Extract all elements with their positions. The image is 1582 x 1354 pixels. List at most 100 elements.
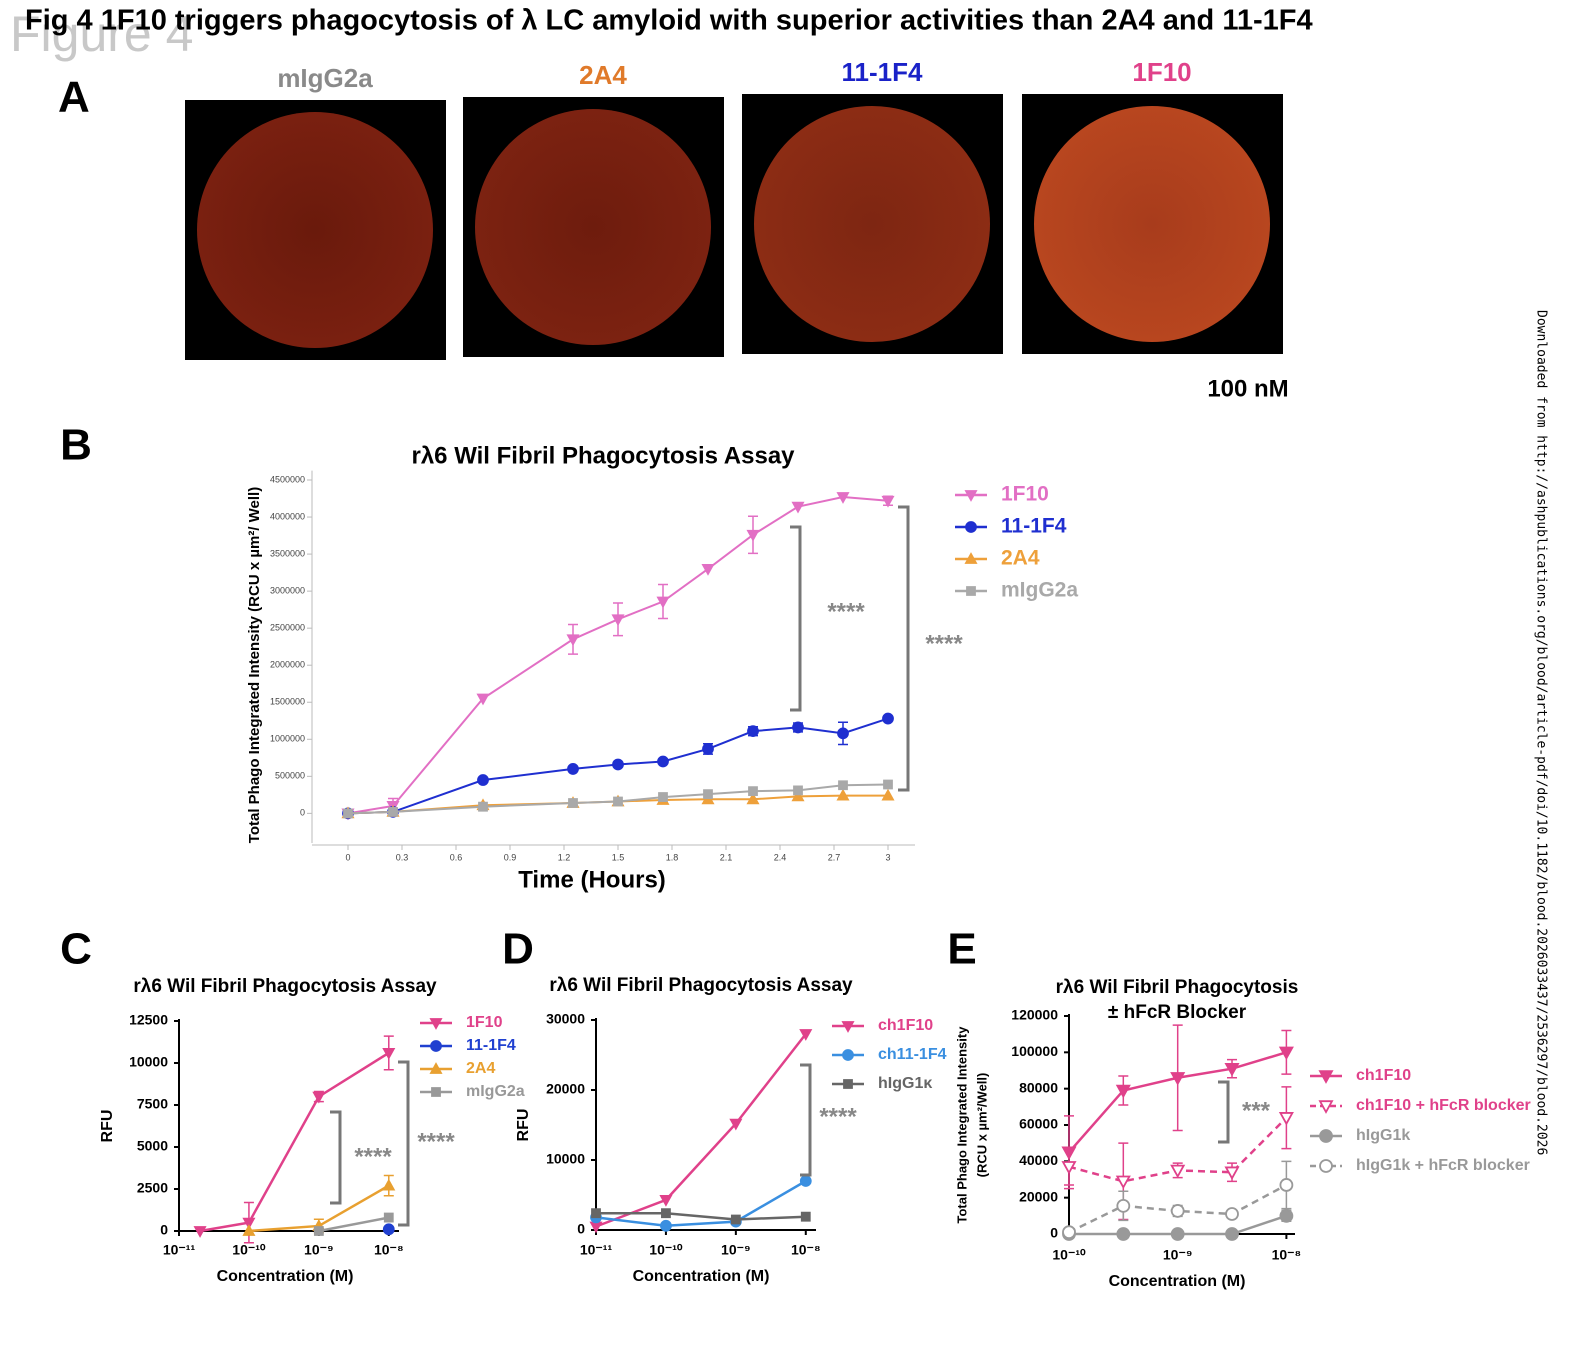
data-point <box>747 725 759 737</box>
x-tick-label: 2.1 <box>720 852 733 862</box>
legend-label: 2A4 <box>1001 547 1040 570</box>
data-point <box>478 801 488 812</box>
x-tick-label: 1.8 <box>666 852 679 862</box>
data-point <box>701 564 715 576</box>
data-point <box>1061 1161 1077 1175</box>
data-point <box>476 693 490 706</box>
data-point <box>882 712 894 725</box>
data-point <box>836 492 850 504</box>
image-label: mIgG2a <box>277 63 373 93</box>
data-point <box>881 788 895 801</box>
significance-label: **** <box>827 598 865 625</box>
data-point <box>792 721 804 734</box>
y-tick-label: 0 <box>300 808 305 818</box>
y-axis-label: Total Phago Integrated Intensity <box>954 1026 969 1224</box>
data-point <box>656 596 670 609</box>
significance-label: **** <box>819 1103 857 1130</box>
legend-marker <box>966 586 976 596</box>
data-point <box>613 796 623 807</box>
data-point <box>242 1217 256 1230</box>
figure-title: Fig 4 1F10 triggers phagocytosis of λ LC… <box>25 5 1313 37</box>
legend-label: hIgG1κ <box>878 1075 932 1092</box>
legend-label: 11-1F4 <box>1001 515 1067 538</box>
data-point <box>659 1195 673 1207</box>
x-tick-label: 10⁻⁹ <box>304 1242 334 1258</box>
x-tick-label: 2.4 <box>774 852 787 862</box>
panel-label: B <box>60 421 92 470</box>
x-tick-label: 10⁻⁸ <box>374 1242 404 1258</box>
data-point <box>383 1212 394 1223</box>
y-tick-label: 3000000 <box>270 586 305 596</box>
y-axis-label: RFU <box>99 1110 116 1143</box>
data-point <box>1170 1204 1185 1218</box>
y-tick-label: 10000 <box>546 1151 585 1167</box>
legend-label: mIgG2a <box>466 1083 525 1100</box>
chart-title: rλ6 Wil Fibril Phagocytosis <box>1056 977 1299 998</box>
significance-label: *** <box>1242 1097 1271 1124</box>
significance-bracket <box>790 525 802 712</box>
y-tick-label: 0 <box>1050 1225 1058 1241</box>
y-tick-label: 4500000 <box>270 474 305 484</box>
series-line <box>595 1033 807 1228</box>
legend-label: 2A4 <box>466 1060 495 1077</box>
y-tick-label: 40000 <box>1019 1152 1058 1168</box>
significance-bracket <box>398 1060 410 1227</box>
image-label: 2A4 <box>579 60 627 90</box>
y-tick-label: 0 <box>160 1222 168 1238</box>
well <box>1034 106 1270 342</box>
panel-label: D <box>502 925 534 974</box>
legend-marker <box>843 1079 853 1089</box>
chart-title: rλ6 Wil Fibril Phagocytosis Assay <box>133 976 437 997</box>
data-point <box>382 1178 396 1191</box>
data-point <box>748 786 758 797</box>
series-line <box>199 1051 390 1233</box>
y-tick-label: 3500000 <box>270 548 305 558</box>
legend-label: hIgG1k + hFcR blocker <box>1356 1157 1530 1174</box>
legend-label: 1F10 <box>1001 483 1049 506</box>
x-tick-label: 10⁻⁹ <box>1163 1247 1193 1263</box>
y-axis-label: RFU <box>515 1109 532 1142</box>
data-point <box>791 501 805 514</box>
chart-subtitle: ± hFcR Blocker <box>1108 1002 1247 1023</box>
x-tick-label: 10⁻¹⁰ <box>649 1242 683 1258</box>
legend-marker <box>1318 1070 1334 1084</box>
legend-label: mIgG2a <box>1001 579 1078 602</box>
y-tick-label: 80000 <box>1019 1079 1058 1095</box>
y-tick-label: 2500000 <box>270 623 305 633</box>
data-point <box>591 1208 601 1219</box>
legend-marker <box>964 490 978 502</box>
y-tick-label: 20000 <box>546 1081 585 1097</box>
y-tick-label: 7500 <box>137 1096 168 1112</box>
y-tick-label: 100000 <box>1011 1043 1058 1059</box>
data-point <box>313 1226 324 1236</box>
legend-marker <box>965 521 977 533</box>
panel-label: A <box>58 73 90 122</box>
data-point <box>729 1118 743 1131</box>
y-tick-label: 2000000 <box>270 660 305 670</box>
data-point <box>730 1214 741 1225</box>
y-axis-label: (RCU x µm²/Well) <box>974 1073 989 1178</box>
y-tick-label: 4000000 <box>270 511 305 521</box>
legend-label: ch1F10 <box>1356 1067 1411 1084</box>
significance-bracket <box>1218 1080 1230 1144</box>
data-point <box>1278 1112 1294 1126</box>
data-point <box>382 1223 395 1236</box>
series-line <box>596 1211 806 1221</box>
image-label: 1F10 <box>1132 57 1191 87</box>
x-tick-label: 10⁻⁸ <box>1272 1247 1302 1263</box>
significance-bracket <box>330 1110 342 1205</box>
data-point <box>567 763 579 775</box>
x-tick-label: 3 <box>885 852 890 862</box>
data-point <box>837 727 849 740</box>
y-axis-label: Total Phago Integrated Intensity (RCU x … <box>246 487 263 843</box>
data-point <box>568 798 578 808</box>
data-point <box>838 780 848 791</box>
data-point <box>242 1224 256 1236</box>
y-tick-label: 60000 <box>1019 1116 1058 1132</box>
x-tick-label: 0.6 <box>450 852 463 862</box>
data-point <box>703 789 713 800</box>
series-line <box>318 1216 390 1233</box>
x-tick-label: 10⁻¹⁰ <box>232 1242 266 1258</box>
data-point <box>1115 1175 1131 1190</box>
